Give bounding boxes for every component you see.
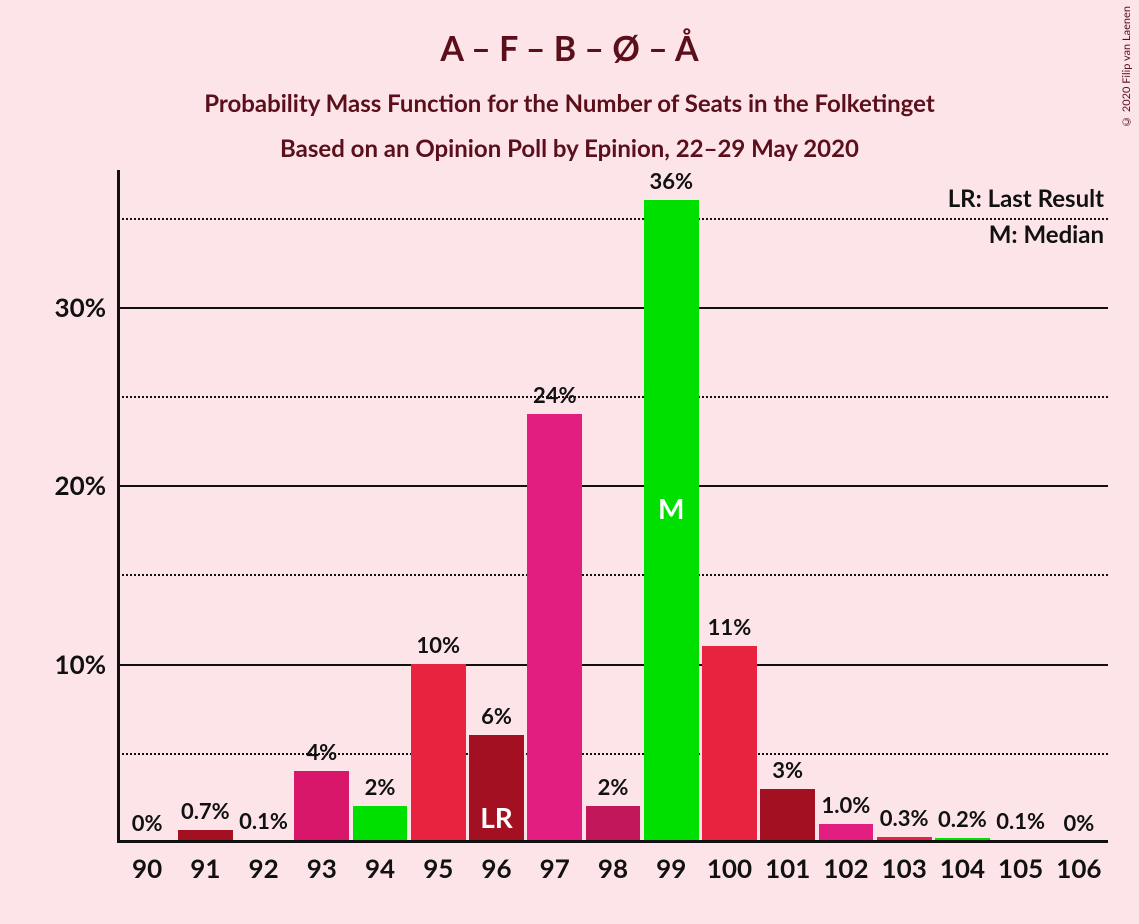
y-axis-tick-label: 20% [55,469,118,501]
gridline-major [118,485,1108,487]
gridline-major [118,307,1108,309]
x-axis-tick-label: 91 [190,842,220,884]
x-axis-tick-label: 106 [1056,842,1101,884]
bar-value-label: 10% [417,631,461,664]
x-axis-tick-label: 101 [765,842,810,884]
bar: 4% [294,771,349,842]
y-axis-tick-label: 30% [55,291,118,323]
x-axis-tick-label: 96 [481,842,511,884]
gridline-minor [118,753,1108,755]
copyright-text: © 2020 Filip van Laenen [1120,6,1133,128]
chart-plot-area: 10%20%30%0%0.7%0.1%4%2%10%6%LR24%2%36%M1… [118,182,1108,842]
x-axis-tick-label: 95 [423,842,453,884]
x-axis-tick-label: 90 [132,842,162,884]
x-axis-tick-label: 92 [248,842,278,884]
chart-subtitle-2: Based on an Opinion Poll by Epinion, 22–… [0,118,1139,163]
x-axis-tick-label: 103 [882,842,927,884]
x-axis-tick-label: 93 [307,842,337,884]
bar-value-label: 2% [365,773,396,806]
bar-value-label: 0.7% [181,797,230,830]
bar-value-label: 4% [306,738,337,771]
bar-value-label: 24% [533,381,577,414]
bar: 36%M [644,200,699,842]
x-axis-tick-label: 105 [998,842,1043,884]
x-axis-tick-label: 97 [540,842,570,884]
chart-subtitle-1: Probability Mass Function for the Number… [0,69,1139,118]
bar-value-label: 2% [598,773,629,806]
bar: 24% [527,414,582,842]
x-axis-tick-label: 99 [656,842,686,884]
bar-value-label: 3% [772,756,803,789]
legend-last-result: LR: Last Result [948,184,1104,213]
y-axis-tick-label: 10% [55,648,118,680]
x-axis-tick-label: 104 [940,842,985,884]
bar-value-label: 36% [649,167,693,200]
bar-value-label: 1.0% [822,791,871,824]
bar-inner-label: M [658,491,684,525]
bar-value-label: 0.2% [938,805,987,838]
bar-value-label: 0.1% [239,807,288,840]
bar-value-label: 0.1% [996,807,1045,840]
x-axis-tick-label: 98 [598,842,628,884]
y-axis [117,170,120,843]
x-axis-tick-label: 94 [365,842,395,884]
bar: 3% [760,789,815,843]
bar-value-label: 6% [481,702,512,735]
bar-value-label: 11% [708,613,752,646]
bar-inner-label: LR [480,800,513,834]
gridline-minor [118,218,1108,220]
bar: 6%LR [469,735,524,842]
chart-title: A – F – B – Ø – Å [0,0,1139,69]
gridline-minor [118,574,1108,576]
x-axis-tick-label: 100 [707,842,752,884]
bar: 11% [702,646,757,842]
bar: 10% [411,664,466,842]
bar-value-label: 0% [132,809,163,842]
bar-value-label: 0.3% [880,804,929,837]
bar: 2% [586,806,641,842]
bar: 2% [353,806,408,842]
legend-median: M: Median [989,220,1104,249]
x-axis-tick-label: 102 [823,842,868,884]
gridline-minor [118,396,1108,398]
gridline-major [118,664,1108,666]
bar-value-label: 0% [1063,809,1094,842]
